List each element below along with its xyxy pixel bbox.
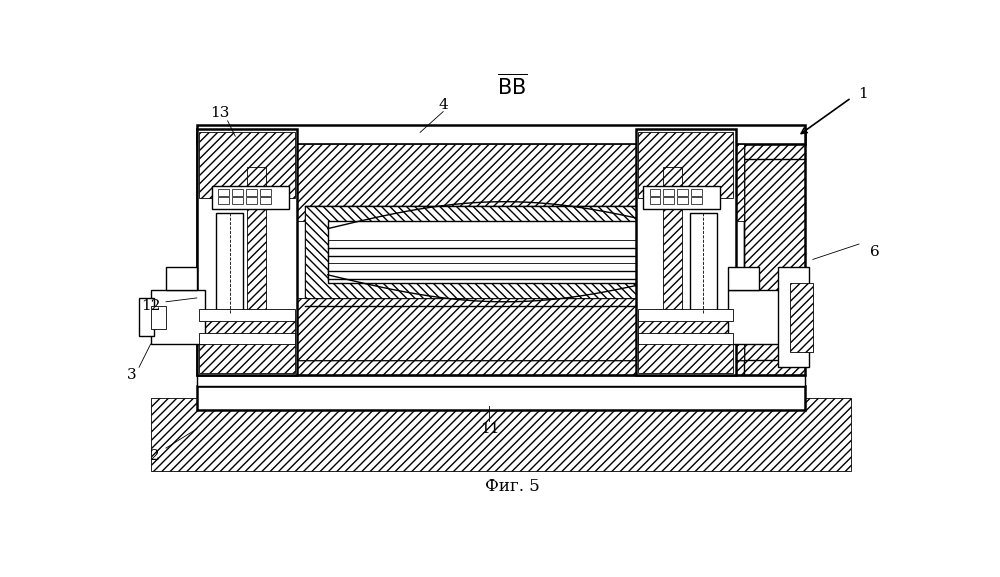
Bar (728, 267, 759, 290)
Bar (663, 197, 674, 204)
Bar (246, 197, 257, 204)
Bar (232, 189, 243, 196)
Bar (266, 144, 744, 221)
Bar (328, 221, 682, 283)
Bar (305, 205, 705, 298)
Bar (218, 189, 229, 196)
Bar (663, 189, 674, 196)
Bar (260, 189, 271, 196)
Text: $\overline{\rm BB}$: $\overline{\rm BB}$ (497, 73, 528, 99)
Text: 11: 11 (480, 422, 499, 436)
Bar (197, 375, 805, 387)
Bar (199, 309, 295, 321)
Bar (677, 189, 688, 196)
Bar (790, 283, 813, 352)
Bar (197, 125, 805, 144)
Bar (199, 319, 295, 373)
Bar (638, 319, 733, 373)
Text: 12: 12 (141, 299, 160, 313)
Bar (197, 129, 805, 375)
Text: 13: 13 (210, 106, 230, 120)
Bar (139, 298, 154, 336)
Bar (199, 132, 295, 198)
Bar (650, 197, 660, 204)
Bar (246, 189, 257, 196)
Bar (197, 129, 297, 375)
Bar (663, 167, 682, 313)
Bar (638, 332, 733, 344)
Bar (151, 398, 851, 471)
Bar (197, 132, 805, 410)
Bar (216, 213, 243, 313)
Bar (643, 186, 720, 209)
Bar (266, 298, 744, 359)
Bar (218, 197, 229, 204)
Bar (691, 197, 702, 204)
Bar (691, 189, 702, 196)
Bar (212, 186, 289, 209)
Bar (260, 197, 271, 204)
Bar (677, 197, 688, 204)
Bar (151, 306, 166, 329)
Text: 3: 3 (127, 368, 136, 382)
Text: 2: 2 (150, 449, 159, 463)
Text: 1: 1 (858, 87, 868, 101)
Bar (636, 129, 736, 375)
Bar (690, 213, 717, 313)
Bar (199, 332, 295, 344)
Text: 4: 4 (438, 99, 448, 113)
Text: Фиг. 5: Фиг. 5 (485, 478, 540, 495)
Bar (650, 189, 660, 196)
Bar (197, 387, 805, 410)
Bar (232, 197, 243, 204)
Bar (266, 144, 744, 359)
Bar (305, 205, 705, 298)
Bar (638, 309, 733, 321)
Bar (247, 167, 266, 313)
Bar (638, 132, 733, 198)
Bar (778, 267, 809, 367)
Text: 6: 6 (870, 245, 879, 258)
Bar (166, 267, 197, 290)
Bar (728, 290, 782, 344)
Bar (151, 290, 205, 344)
